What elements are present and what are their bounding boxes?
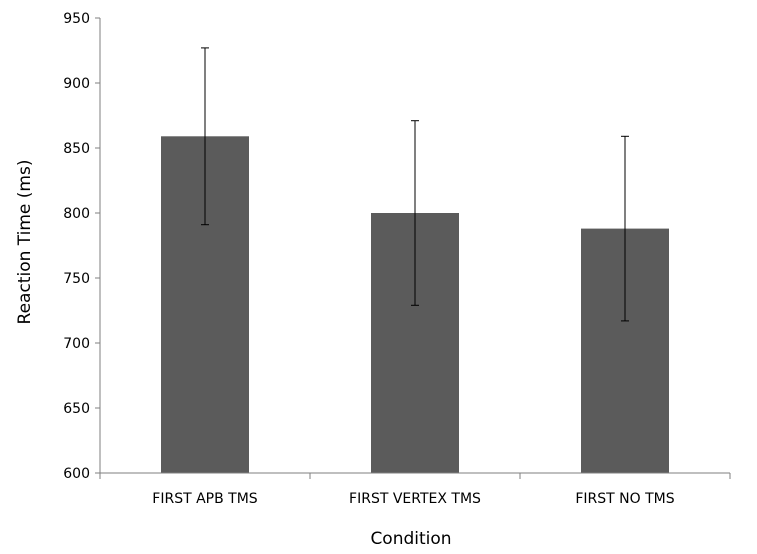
x-tick-label: FIRST APB TMS <box>152 491 258 507</box>
error-bar-1 <box>201 47 209 226</box>
labels-layer: FIRST APB TMS FIRST VERTEX TMS FIRST NO TM… <box>63 11 674 507</box>
x-tick-label: FIRST VERTEX TMS <box>349 491 481 507</box>
x-tick-label: FIRST NO TMS <box>575 491 674 507</box>
axes-layer <box>95 17 731 479</box>
y-tick-label: 900 <box>63 76 90 92</box>
y-tick-label: 800 <box>63 206 90 222</box>
y-tick-label: 750 <box>63 271 90 287</box>
y-tick-label: 700 <box>63 336 90 352</box>
x-axis-title: Condition <box>370 529 451 549</box>
error-bar-2 <box>411 120 419 306</box>
error-bar-3 <box>621 135 629 322</box>
y-tick-label: 600 <box>63 466 90 482</box>
y-tick-label: 850 <box>63 141 90 157</box>
error-bars-layer <box>201 47 629 322</box>
y-tick-label: 950 <box>63 11 90 27</box>
y-tick-label: 650 <box>63 401 90 417</box>
y-axis-title: Reaction Time (ms) <box>15 160 35 325</box>
